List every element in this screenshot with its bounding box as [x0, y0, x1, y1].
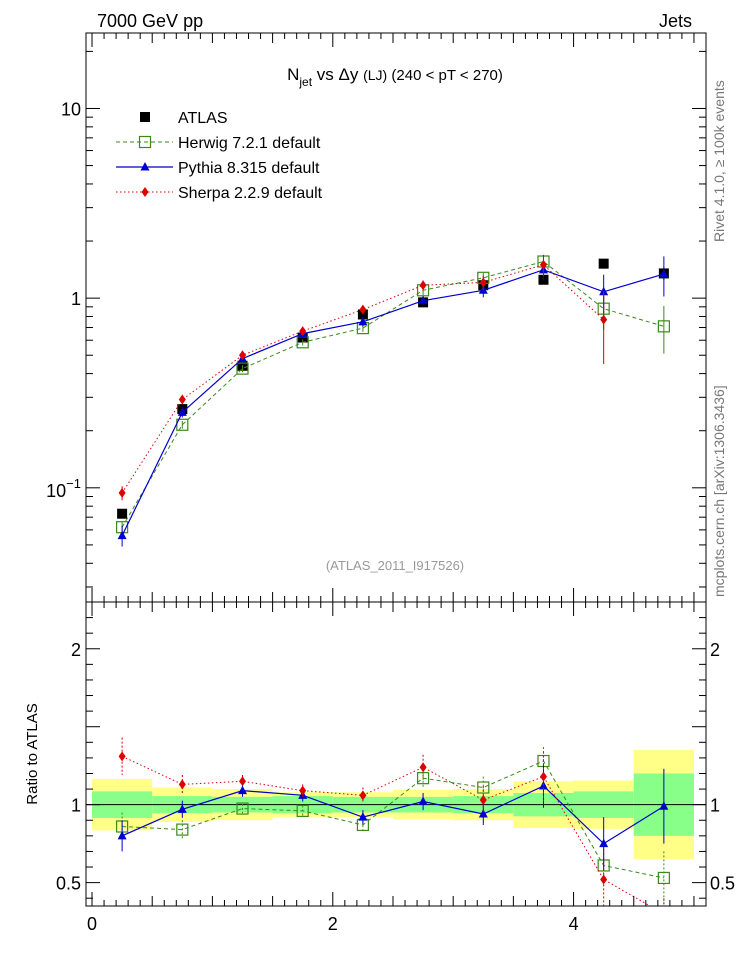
legend-item-atlas: ATLAS [140, 110, 228, 127]
ratio-frame [85, 601, 707, 907]
header-left: 7000 GeV pp [97, 11, 203, 31]
pythia-point [358, 316, 368, 326]
sherpa-point [479, 277, 487, 288]
legend-item-sherpa: Sherpa 2.2.9 default [116, 185, 323, 202]
ratio-plot-panel: Ratio to ATLAS 0.5 0.5 1 1 2 2 0 2 4 [24, 601, 735, 934]
pythia-ratio-point [177, 804, 187, 813]
sherpa-point [299, 326, 307, 337]
ratio-y-tick-label: 1 [71, 796, 81, 816]
x-tick-label: 4 [569, 914, 579, 934]
atlas-point [598, 258, 609, 269]
herwig-line [121, 260, 665, 528]
sherpa-ratio-point [299, 785, 307, 796]
series-atlas [117, 258, 669, 519]
legend-label-herwig: Herwig 7.2.1 default [178, 135, 321, 152]
pythia-ratio-point [418, 796, 428, 806]
sherpa-ratio-point [600, 874, 608, 885]
main-plot-panel: Njet vs Δy (LJ) (240 < pT < 270) (ATLAS_… [46, 32, 707, 603]
sherpa-point [419, 280, 427, 291]
atlas-point [297, 332, 308, 343]
ratio-y-tick-label-right: 0.5 [710, 874, 735, 894]
pythia-ratio-point [238, 785, 248, 795]
sherpa-ratio-point [118, 751, 126, 762]
sherpa-ratio-point [178, 779, 186, 790]
sherpa-ratio-line [121, 755, 652, 906]
title-sub: jet [298, 75, 312, 89]
pythia-point [117, 530, 127, 540]
sherpa-ratio-point [419, 762, 427, 773]
herwig-ratio-point [176, 823, 189, 836]
sherpa-line [121, 264, 605, 494]
sherpa-point [118, 487, 126, 498]
pythia-ratio-point [478, 809, 488, 818]
legend-label-sherpa: Sherpa 2.2.9 default [178, 185, 323, 202]
title-lj: (LJ) [363, 67, 387, 83]
ratio-y-tick-label-right: 1 [710, 796, 720, 816]
herwig-ratio-point [657, 871, 670, 885]
sherpa-ratio-point [359, 790, 367, 801]
y-tick-base: 10 [46, 481, 66, 501]
ratio-series-sherpa [118, 737, 665, 906]
sherpa-point [359, 304, 367, 315]
pythia-point [177, 407, 187, 416]
series-herwig [116, 254, 670, 534]
title-n: N [287, 65, 299, 84]
herwig-ratio-line [122, 760, 664, 879]
x-tick-label: 0 [87, 914, 97, 934]
analysis-watermark: (ATLAS_2011_I917526) [326, 558, 464, 573]
x-tick-label: 2 [328, 914, 338, 934]
pythia-ratio-point [659, 801, 669, 810]
series-pythia [117, 256, 669, 547]
legend: ATLAS Herwig 7.2.1 default Pythia 8.315 de… [116, 110, 323, 202]
legend-marker-herwig [138, 135, 152, 149]
legend-marker-atlas [140, 112, 150, 122]
ratio-y-tick-label: 2 [71, 640, 81, 660]
herwig-ratio-point [296, 804, 309, 818]
pythia-ratio-point [358, 812, 368, 821]
legend-item-pythia: Pythia 8.315 default [116, 160, 320, 177]
sherpa-ratio-point [239, 776, 247, 787]
header-right: Jets [659, 11, 692, 31]
mcplots-label: mcplots.cern.ch [arXiv:1306.3436] [711, 385, 727, 597]
sherpa-ratio-point [479, 794, 487, 805]
plot-title: Njet vs Δy (LJ) (240 < pT < 270) [287, 65, 503, 89]
sherpa-point [178, 394, 186, 405]
y-tick-label: 1 [71, 289, 81, 309]
legend-label-pythia: Pythia 8.315 default [178, 160, 320, 177]
title-vs: vs Δy [312, 65, 363, 84]
legend-marker-sherpa [141, 187, 149, 197]
title-range: (240 < pT < 270) [387, 67, 503, 84]
y-tick-label: 10 [61, 99, 81, 119]
ratio-y-tick-label-right: 2 [710, 640, 720, 660]
ratio-y-label: Ratio to ATLAS [24, 703, 41, 804]
pythia-line [121, 269, 665, 536]
y-tick-exponent: −1 [66, 476, 81, 491]
pythia-ratio-line [121, 785, 665, 845]
sherpa-point [600, 314, 608, 325]
series-sherpa [118, 254, 608, 501]
herwig-ratio-point [477, 781, 490, 794]
pythia-point [659, 269, 669, 278]
herwig-ratio-point [236, 802, 249, 815]
ratio-y-tick-label: 0.5 [56, 874, 81, 894]
sherpa-point [539, 259, 547, 270]
pythia-ratio-point [117, 830, 127, 840]
sherpa-point [239, 350, 247, 361]
legend-label-atlas: ATLAS [178, 110, 228, 127]
sherpa-ratio-point [539, 771, 547, 782]
legend-item-herwig: Herwig 7.2.1 default [116, 135, 321, 152]
legend-marker-pythia [140, 162, 150, 171]
y-tick-label: 10−1 [46, 476, 81, 501]
pythia-point [418, 295, 428, 305]
pythia-ratio-point [599, 838, 609, 848]
atlas-point [117, 508, 128, 519]
herwig-point [657, 320, 670, 333]
rivet-version-label: Rivet 4.1.0, ≥ 100k events [711, 80, 727, 242]
herwig-point [236, 362, 249, 375]
